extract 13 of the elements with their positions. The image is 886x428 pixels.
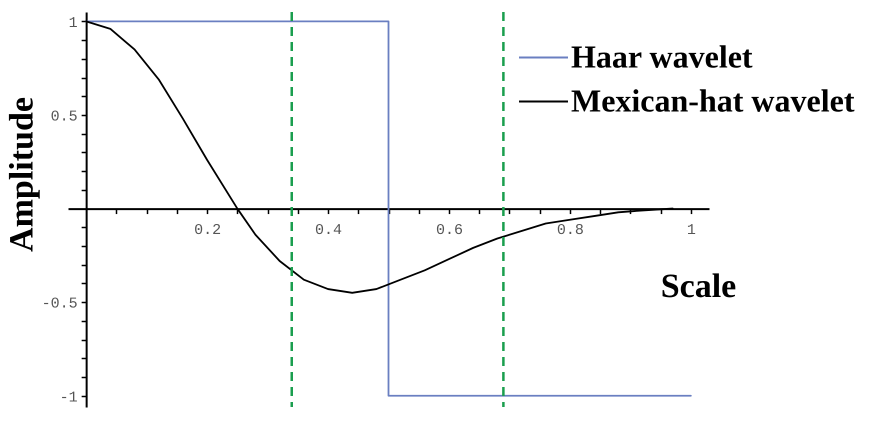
- x-tick-label: 0.2: [194, 222, 222, 240]
- y-tick-label: -0.5: [42, 296, 78, 313]
- legend-label: Haar wavelet: [571, 38, 753, 74]
- x-tick-label: 0.4: [315, 222, 342, 240]
- y-tick-label: -1: [60, 389, 78, 406]
- y-tick-label: 1: [68, 14, 78, 32]
- legend-label: Mexican-hat wavelet: [571, 82, 855, 118]
- x-axis-title: Scale: [660, 268, 736, 306]
- x-tick-label: 0.6: [436, 222, 463, 240]
- x-tick-label: 0.8: [556, 222, 584, 240]
- y-axis-title: Amplitude: [4, 97, 40, 252]
- y-tick-label: 0.5: [50, 108, 78, 126]
- x-tick-label: 1: [686, 222, 696, 240]
